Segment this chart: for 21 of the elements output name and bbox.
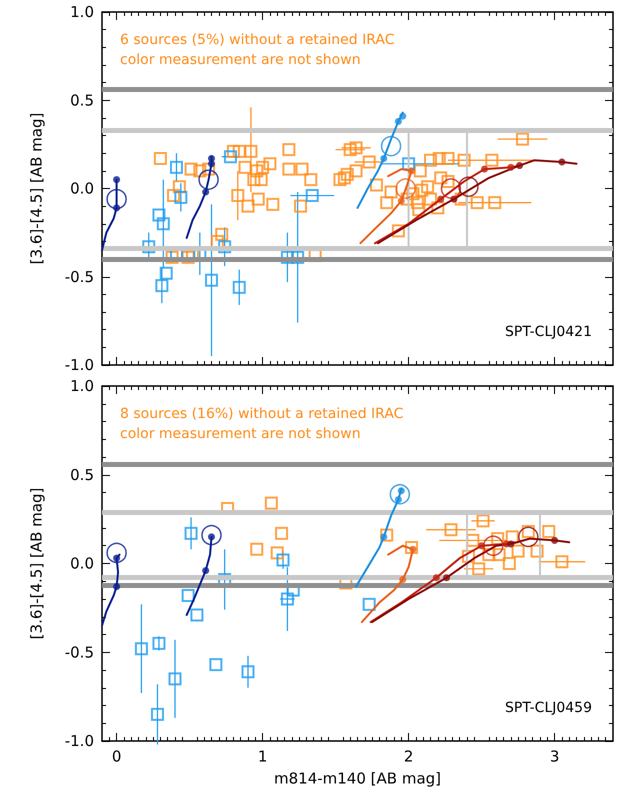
y-tick-label: 0.5 [70, 466, 94, 484]
annotation: SPT-CLJ0421 [505, 324, 592, 340]
y-tick-label: 0.5 [70, 91, 94, 110]
y-axis-title: [3.6]-[4.5] [AB mag] [28, 112, 46, 264]
x-axis-title: m814-m140 [AB mag] [274, 770, 442, 788]
y-tick-label: -0.5 [64, 268, 94, 286]
y-tick-label: 0.0 [70, 180, 94, 198]
y-tick-label: -0.5 [64, 643, 94, 662]
x-tick-label: 2 [404, 748, 414, 766]
y-tick-label: -1.0 [64, 732, 94, 750]
x-tick-label: 3 [550, 748, 560, 766]
x-tick-label: 0 [112, 748, 122, 766]
annotation: 8 sources (16%) without a retained IRAC color measurement are not shown [120, 406, 404, 442]
x-tick-label: 1 [258, 748, 268, 766]
y-tick-label: 1.0 [70, 377, 94, 395]
y-tick-label: -1.0 [64, 356, 94, 374]
annotation: 6 sources (5%) without a retained IRAC color measurement are not shown [120, 32, 395, 68]
annotation: SPT-CLJ0459 [505, 700, 592, 716]
y-axis-title: [3.6]-[4.5] [AB mag] [28, 488, 46, 640]
y-tick-label: 0.0 [70, 554, 94, 572]
y-tick-label: 1.0 [70, 3, 94, 21]
